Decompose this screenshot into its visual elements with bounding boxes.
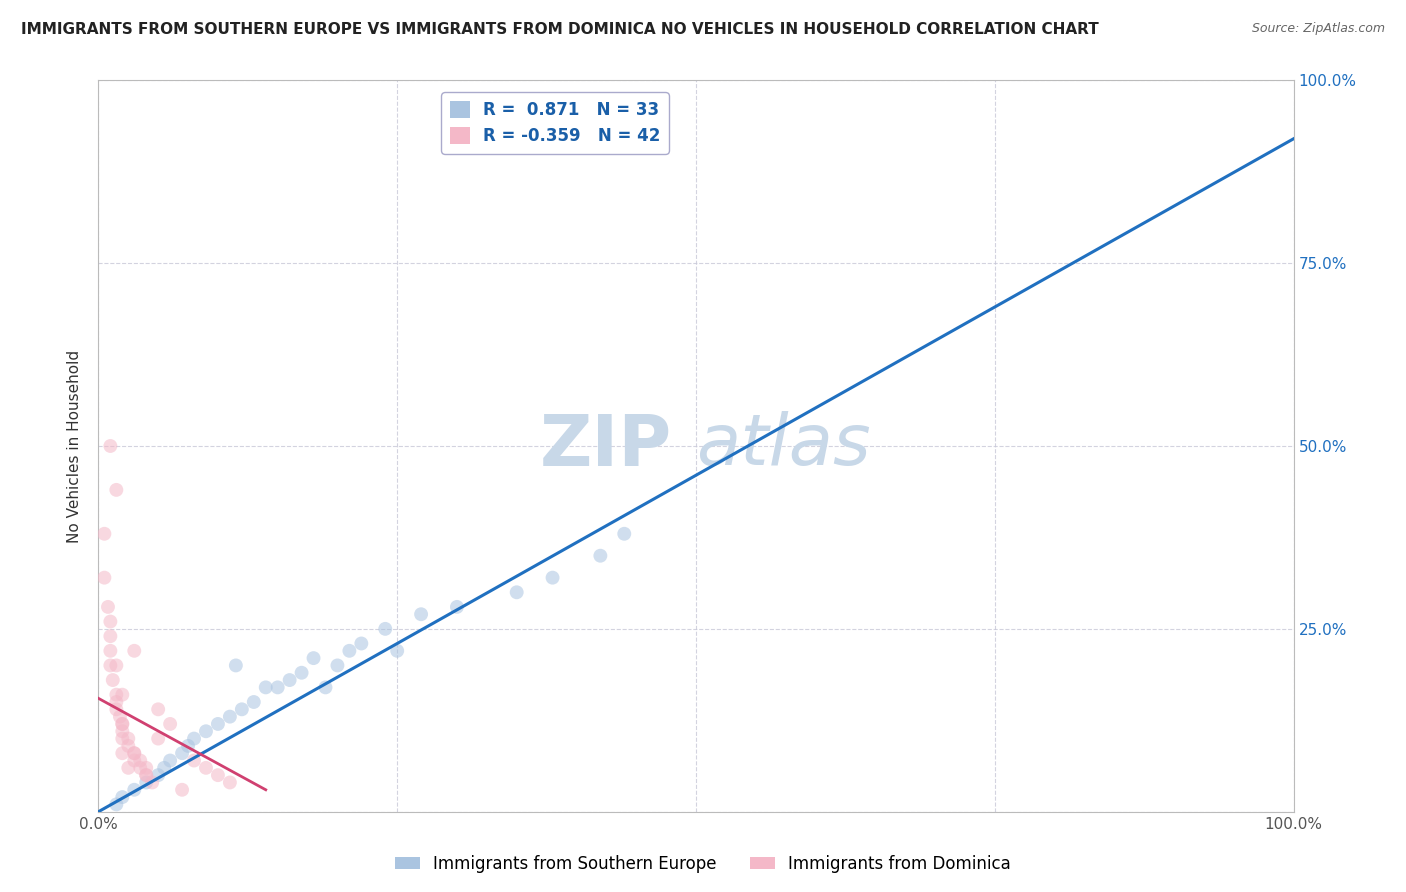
Point bbox=[225, 658, 247, 673]
Point bbox=[148, 768, 170, 782]
Point bbox=[105, 483, 128, 497]
Point bbox=[148, 731, 170, 746]
Point bbox=[117, 731, 139, 746]
Text: IMMIGRANTS FROM SOUTHERN EUROPE VS IMMIGRANTS FROM DOMINICA NO VEHICLES IN HOUSE: IMMIGRANTS FROM SOUTHERN EUROPE VS IMMIG… bbox=[21, 22, 1099, 37]
Point bbox=[254, 681, 277, 695]
Point bbox=[219, 709, 242, 723]
Point bbox=[135, 761, 157, 775]
Point bbox=[117, 739, 139, 753]
Point bbox=[105, 688, 128, 702]
Point bbox=[108, 709, 131, 723]
Point bbox=[98, 644, 122, 658]
Point bbox=[135, 768, 157, 782]
Point bbox=[506, 585, 529, 599]
Point bbox=[374, 622, 396, 636]
Point bbox=[219, 775, 242, 789]
Point bbox=[93, 526, 115, 541]
Y-axis label: No Vehicles in Household: No Vehicles in Household bbox=[67, 350, 83, 542]
Point bbox=[98, 629, 122, 643]
Point bbox=[541, 571, 564, 585]
Point bbox=[195, 761, 218, 775]
Point bbox=[148, 702, 170, 716]
Point bbox=[231, 702, 253, 716]
Point bbox=[141, 775, 163, 789]
Point bbox=[111, 717, 134, 731]
Point bbox=[98, 658, 122, 673]
Text: ZIP: ZIP bbox=[540, 411, 672, 481]
Point bbox=[111, 688, 134, 702]
Point bbox=[111, 790, 134, 805]
Text: Source: ZipAtlas.com: Source: ZipAtlas.com bbox=[1251, 22, 1385, 36]
Point bbox=[446, 599, 468, 614]
Legend: R =  0.871   N = 33, R = -0.359   N = 42: R = 0.871 N = 33, R = -0.359 N = 42 bbox=[441, 92, 669, 153]
Point bbox=[124, 746, 146, 760]
Point bbox=[159, 754, 181, 768]
Point bbox=[111, 746, 134, 760]
Point bbox=[111, 724, 134, 739]
Point bbox=[315, 681, 337, 695]
Point bbox=[183, 754, 205, 768]
Point bbox=[135, 775, 157, 789]
Point bbox=[411, 607, 433, 622]
Point bbox=[124, 746, 146, 760]
Point bbox=[243, 695, 266, 709]
Point bbox=[117, 761, 139, 775]
Point bbox=[195, 724, 218, 739]
Point bbox=[111, 717, 134, 731]
Point bbox=[135, 768, 157, 782]
Point bbox=[105, 797, 128, 812]
Point bbox=[207, 717, 229, 731]
Point bbox=[111, 731, 134, 746]
Point bbox=[172, 782, 194, 797]
Point bbox=[97, 599, 120, 614]
Point bbox=[589, 549, 612, 563]
Point bbox=[153, 761, 176, 775]
Point bbox=[159, 717, 181, 731]
Point bbox=[124, 644, 146, 658]
Text: atlas: atlas bbox=[696, 411, 870, 481]
Point bbox=[207, 768, 229, 782]
Legend: Immigrants from Southern Europe, Immigrants from Dominica: Immigrants from Southern Europe, Immigra… bbox=[388, 848, 1018, 880]
Point bbox=[129, 754, 152, 768]
Point bbox=[291, 665, 314, 680]
Point bbox=[98, 615, 122, 629]
Point bbox=[302, 651, 325, 665]
Point bbox=[124, 754, 146, 768]
Point bbox=[613, 526, 636, 541]
Point bbox=[177, 739, 200, 753]
Point bbox=[105, 695, 128, 709]
Point bbox=[124, 782, 146, 797]
Point bbox=[93, 571, 115, 585]
Point bbox=[278, 673, 301, 687]
Point bbox=[101, 673, 124, 687]
Point bbox=[129, 761, 152, 775]
Point bbox=[385, 644, 409, 658]
Point bbox=[267, 681, 290, 695]
Point bbox=[172, 746, 194, 760]
Point bbox=[105, 702, 128, 716]
Point bbox=[326, 658, 349, 673]
Point bbox=[98, 439, 122, 453]
Point bbox=[183, 731, 205, 746]
Point bbox=[105, 658, 128, 673]
Point bbox=[339, 644, 361, 658]
Point bbox=[350, 636, 373, 650]
